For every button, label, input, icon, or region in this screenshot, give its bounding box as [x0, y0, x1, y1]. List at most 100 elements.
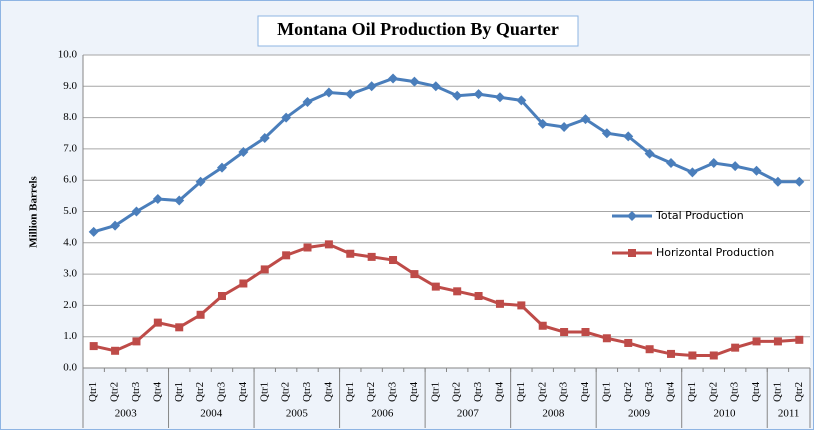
- y-tick-label: 3.0: [63, 268, 77, 280]
- point: [627, 211, 637, 221]
- point: [688, 351, 697, 360]
- point: [259, 132, 270, 143]
- series-line: [93, 76, 800, 234]
- x-tick-label: Qtr1: [600, 382, 612, 402]
- y-axis-title: Million Barrels: [28, 175, 40, 247]
- y-tick-label: 10.0: [58, 49, 78, 61]
- x-tick-label: Qtr2: [793, 382, 805, 402]
- point: [794, 176, 805, 187]
- point: [431, 282, 440, 291]
- y-tick-label: 6.0: [63, 174, 77, 186]
- point: [581, 328, 590, 337]
- y-tick-label: 7.0: [63, 142, 77, 154]
- point: [623, 131, 634, 142]
- x-tick-label: Qtr2: [451, 382, 463, 402]
- point: [195, 176, 206, 187]
- point: [238, 147, 249, 158]
- point: [559, 121, 570, 132]
- point: [345, 89, 356, 100]
- legend-label: Total Production: [655, 209, 744, 222]
- y-tick-label: 4.0: [63, 236, 77, 248]
- point: [389, 256, 398, 265]
- point: [89, 342, 98, 351]
- x-tick-label: Qtr4: [151, 381, 163, 402]
- point: [772, 176, 783, 187]
- title-box: [257, 15, 579, 47]
- point: [282, 251, 291, 260]
- x-tick-label: Qtr3: [301, 381, 313, 402]
- x-tick-label: Qtr2: [707, 382, 719, 402]
- x-tick-label: Qtr1: [771, 382, 783, 402]
- series-line: [93, 242, 800, 357]
- point: [731, 343, 740, 352]
- point: [302, 96, 313, 107]
- point: [110, 220, 121, 231]
- y-tick-label: 1.0: [63, 330, 77, 342]
- point: [474, 292, 483, 301]
- x-tick-label: Qtr1: [686, 382, 698, 402]
- point: [666, 157, 677, 168]
- point: [453, 287, 462, 296]
- point: [260, 265, 269, 274]
- point: [111, 346, 120, 355]
- point: [175, 323, 184, 332]
- x-tick-label: Qtr4: [237, 381, 249, 402]
- x-tick-label: Qtr3: [472, 381, 484, 402]
- x-tick-label: Qtr3: [387, 381, 399, 402]
- x-tick-label: Qtr3: [558, 381, 570, 402]
- y-tick-label: 8.0: [63, 111, 77, 123]
- point: [367, 252, 376, 261]
- point: [773, 337, 782, 346]
- x-tick-label: Qtr4: [579, 381, 591, 402]
- point: [388, 73, 399, 84]
- point: [409, 76, 420, 87]
- chart-title: Montana Oil Production By Quarter: [277, 19, 559, 39]
- point: [752, 337, 761, 346]
- x-tick-label: Qtr3: [216, 381, 228, 402]
- y-tick-label: 2.0: [63, 299, 77, 311]
- year-label: 2009: [628, 408, 651, 420]
- x-tick-label: Qtr3: [729, 381, 741, 402]
- year-label: 2011: [778, 408, 800, 420]
- x-tick-label: Qtr4: [665, 381, 677, 402]
- point: [494, 92, 505, 103]
- point: [751, 165, 762, 176]
- point: [560, 328, 569, 337]
- x-tick-label: Qtr1: [344, 382, 356, 402]
- x-tick-label: Qtr3: [130, 381, 142, 402]
- point: [132, 337, 141, 346]
- point: [473, 89, 484, 100]
- point: [174, 195, 185, 206]
- y-tick-label: 9.0: [63, 80, 77, 92]
- x-tick-label: Qtr2: [194, 382, 206, 402]
- y-tick-label: 0.0: [63, 362, 77, 374]
- point: [538, 321, 547, 330]
- x-tick-label: Qtr4: [493, 381, 505, 402]
- point: [537, 118, 548, 129]
- point: [687, 167, 698, 178]
- point: [795, 335, 804, 344]
- point: [323, 87, 334, 98]
- point: [366, 81, 377, 92]
- point: [580, 114, 591, 125]
- point: [303, 243, 312, 252]
- x-tick-label: Qtr4: [322, 381, 334, 402]
- point: [602, 334, 611, 343]
- legend-label: Horizontal Production: [656, 246, 774, 259]
- point: [645, 345, 654, 354]
- point: [281, 112, 292, 123]
- point: [152, 193, 163, 204]
- point: [196, 310, 205, 319]
- x-tick-label: Qtr1: [258, 382, 270, 402]
- year-label: 2007: [457, 408, 480, 420]
- point: [730, 161, 741, 172]
- x-tick-label: Qtr1: [173, 382, 185, 402]
- point: [430, 81, 441, 92]
- year-label: 2004: [200, 408, 223, 420]
- point: [239, 279, 248, 288]
- point: [517, 301, 526, 310]
- x-tick-label: Qtr2: [622, 382, 634, 402]
- x-tick-label: Qtr1: [515, 382, 527, 402]
- x-tick-label: Qtr4: [750, 381, 762, 402]
